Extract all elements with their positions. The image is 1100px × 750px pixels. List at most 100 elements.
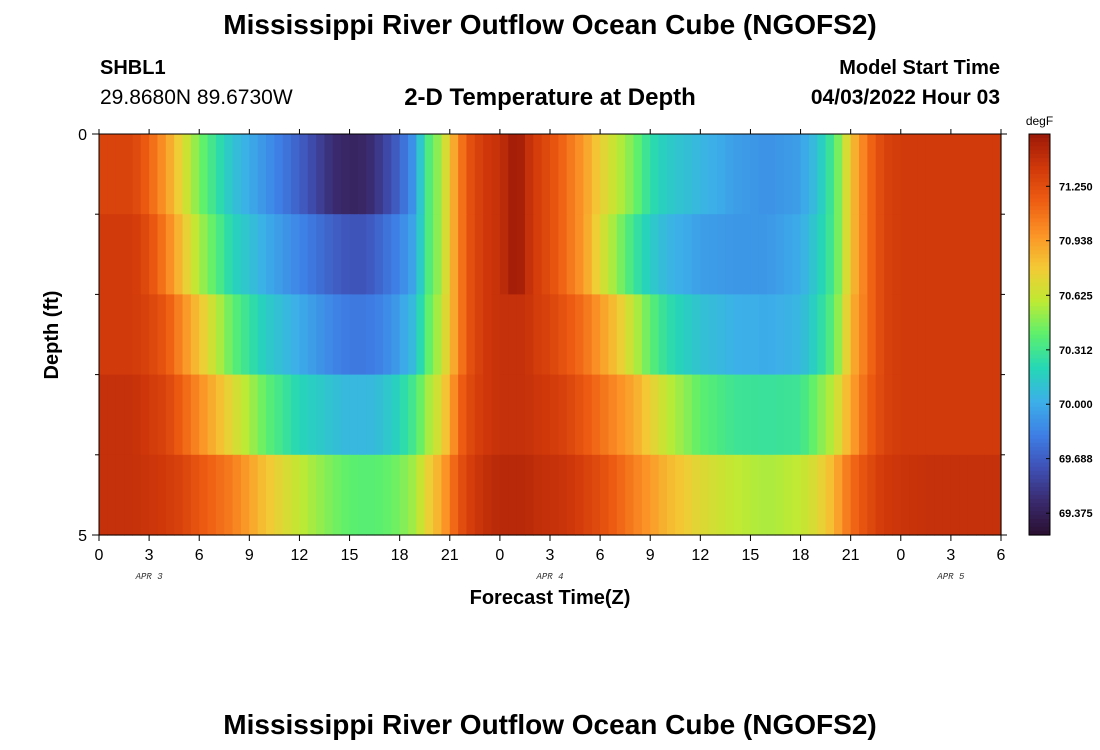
heat-cell: [124, 374, 134, 456]
heat-cell: [408, 454, 417, 536]
heat-cell: [341, 454, 351, 536]
heat-cell: [650, 294, 660, 376]
heat-cell: [215, 214, 225, 295]
heat-cell: [240, 214, 250, 295]
heat-cell: [508, 134, 518, 215]
x-tick-label: 9: [245, 547, 254, 564]
heat-cell: [257, 374, 267, 456]
heat-cell: [950, 294, 960, 376]
heat-cell: [783, 294, 793, 376]
colorbar-band: [1029, 466, 1050, 472]
heat-cell: [758, 454, 768, 536]
heat-cell: [424, 134, 434, 215]
heat-cell: [942, 454, 952, 536]
heat-cell: [558, 294, 568, 376]
heat-cell: [499, 294, 509, 376]
heat-cell: [466, 214, 476, 295]
heat-cell: [566, 214, 576, 295]
colorbar-band: [1029, 246, 1050, 251]
heat-cell: [900, 214, 910, 295]
heatmap-cells: [99, 134, 1002, 536]
heat-cell: [658, 454, 668, 536]
heat-cell: [934, 454, 944, 536]
heat-cell: [767, 294, 777, 376]
heat-cell: [282, 134, 292, 215]
heat-cell: [792, 294, 802, 376]
colorbar-band: [1029, 250, 1050, 255]
heat-cell: [633, 134, 643, 215]
heat-cell: [491, 294, 501, 376]
heat-cell: [190, 134, 200, 215]
heat-cell: [316, 214, 326, 295]
heat-cell: [967, 214, 977, 295]
footer-title: Mississippi River Outflow Ocean Cube (NG…: [223, 709, 877, 740]
heat-cell: [366, 374, 376, 456]
heat-cell: [900, 294, 910, 376]
heat-cell: [382, 294, 392, 376]
heat-cell: [742, 374, 752, 456]
heat-cell: [341, 294, 351, 376]
heat-cell: [541, 374, 551, 456]
heat-cell: [249, 134, 259, 215]
heat-cell: [224, 374, 234, 456]
colorbar-band: [1029, 286, 1050, 291]
heat-cell: [174, 454, 184, 536]
heat-cell: [382, 454, 392, 536]
heat-cell: [675, 454, 685, 536]
heat-cell: [266, 214, 275, 295]
heat-cell: [775, 214, 785, 295]
heat-cell: [99, 214, 108, 295]
heat-cell: [408, 214, 417, 295]
heat-cell: [449, 294, 459, 376]
heat-cell: [600, 214, 610, 295]
heat-cell: [967, 134, 977, 215]
heat-cell: [975, 214, 985, 295]
heat-cell: [833, 294, 843, 376]
heat-cell: [591, 454, 601, 536]
heat-cell: [249, 294, 259, 376]
heat-cell: [332, 134, 342, 215]
heat-cell: [533, 134, 543, 215]
heat-cell: [349, 214, 359, 295]
heat-cell: [633, 214, 643, 295]
heat-cell: [984, 454, 994, 536]
heat-cell: [341, 374, 351, 456]
heat-cell: [115, 374, 125, 456]
heat-cell: [474, 454, 484, 536]
heat-cell: [800, 134, 810, 215]
colorbar-band: [1029, 238, 1050, 243]
heat-cell: [775, 374, 785, 456]
heat-cell: [783, 454, 793, 536]
heat-cell: [950, 374, 960, 456]
colorbar-band: [1029, 206, 1050, 211]
colorbar-band: [1029, 290, 1050, 295]
chart-subtitle: 2-D Temperature at Depth: [404, 84, 696, 111]
heat-cell: [332, 294, 342, 376]
heat-cell: [942, 214, 952, 295]
colorbar-band: [1029, 298, 1050, 304]
heat-cell: [700, 214, 710, 295]
x-tick-label: 3: [145, 547, 154, 564]
heat-cell: [382, 374, 392, 456]
heat-cell: [416, 454, 426, 536]
heat-cell: [157, 294, 167, 376]
heat-cell: [483, 134, 493, 215]
heat-cell: [416, 134, 426, 215]
heat-cell: [207, 214, 217, 295]
heat-cell: [867, 454, 877, 536]
heat-cell: [633, 374, 643, 456]
heat-cell: [508, 294, 518, 376]
heat-cell: [742, 454, 752, 536]
heat-cell: [975, 294, 985, 376]
heat-cell: [725, 214, 735, 295]
colorbar-band: [1029, 490, 1050, 496]
heat-cell: [132, 134, 142, 215]
heat-cell: [291, 374, 301, 456]
colorbar-band: [1029, 518, 1050, 524]
colorbar-band: [1029, 358, 1050, 364]
colorbar-band: [1029, 478, 1050, 484]
heat-cell: [850, 134, 860, 215]
heat-cell: [174, 374, 184, 456]
heat-cell: [224, 214, 234, 295]
heat-cell: [691, 454, 701, 536]
